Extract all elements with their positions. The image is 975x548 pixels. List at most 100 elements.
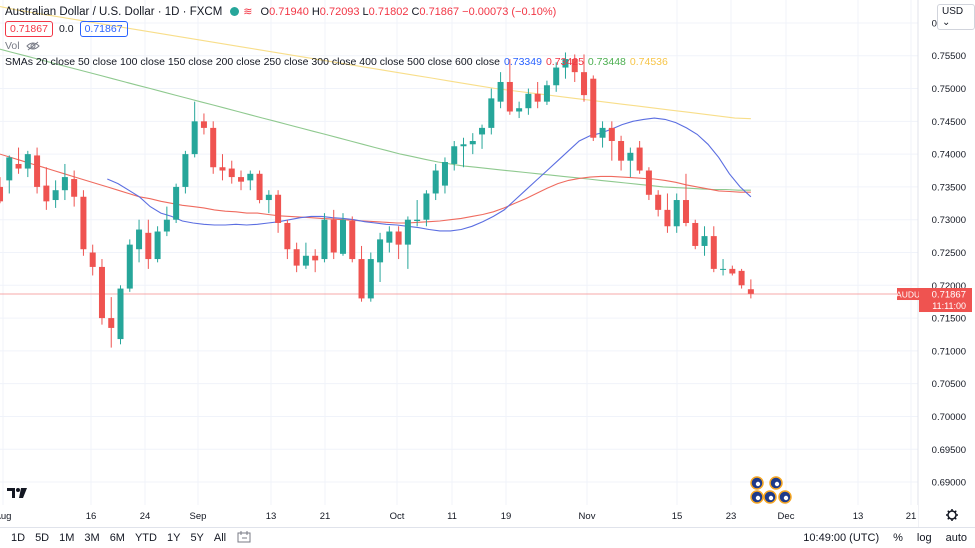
timeframe-all[interactable]: All [213,532,227,544]
candle[interactable] [488,88,495,135]
timeframe-5d[interactable]: 5D [35,532,50,544]
candle[interactable] [0,177,3,204]
settings-gear-icon[interactable] [946,509,958,521]
candle[interactable] [163,206,170,237]
candle[interactable] [692,219,699,250]
candle[interactable] [349,216,356,263]
candle[interactable] [89,244,96,276]
candle[interactable] [15,147,22,174]
candle[interactable] [52,180,59,208]
candle[interactable] [228,160,235,184]
timeframe-3m[interactable]: 3M [84,532,100,544]
candle[interactable] [43,167,50,210]
timeframe-ytd[interactable]: YTD [134,532,157,544]
candle[interactable] [145,219,152,269]
timeframe-6m[interactable]: 6M [109,532,125,544]
candle[interactable] [664,193,671,233]
timeframe-1d[interactable]: 1D [11,532,26,544]
candle[interactable] [117,285,124,345]
candle[interactable] [200,113,207,135]
candle[interactable] [339,213,346,256]
candle[interactable] [543,80,550,105]
candle[interactable] [265,190,272,214]
candle[interactable] [321,213,328,263]
candle[interactable] [506,59,513,115]
candle[interactable] [312,249,319,273]
utc-clock[interactable]: 10:49:00 (UTC) [803,532,880,544]
candle[interactable] [377,232,384,283]
candle[interactable] [108,297,115,348]
candle[interactable] [219,154,226,181]
candle[interactable] [645,167,652,201]
sma-50-line[interactable] [0,153,751,224]
candle[interactable] [599,121,606,148]
candle[interactable] [330,209,337,260]
tradingview-logo-icon[interactable] [6,486,28,503]
event-flag-icon[interactable] [769,476,783,490]
candle[interactable] [497,72,504,109]
candle[interactable] [61,163,68,201]
candle[interactable] [80,190,87,256]
symbol-title[interactable]: Australian Dollar / U.S. Dollar · 1D · F… [5,5,223,18]
candle[interactable] [618,135,625,171]
candle[interactable] [608,121,615,161]
candle[interactable] [386,226,393,253]
sma-100-line[interactable] [0,48,751,191]
candle[interactable] [358,245,365,302]
candle[interactable] [516,101,523,119]
volume-label[interactable]: Vol [5,40,20,52]
candle[interactable] [284,219,291,260]
log-scale-toggle[interactable]: log [916,532,932,544]
percent-scale-toggle[interactable]: % [893,532,903,544]
candle[interactable] [581,54,588,102]
candle[interactable] [562,52,569,79]
event-flag-icon[interactable] [750,476,764,490]
candle[interactable] [34,147,41,194]
candle[interactable] [302,242,309,269]
candle[interactable] [24,150,31,178]
candle[interactable] [534,81,541,109]
candle[interactable] [720,259,727,276]
candle[interactable] [98,259,105,325]
candle[interactable] [432,163,439,201]
timeframe-1m[interactable]: 1M [59,532,75,544]
sma-20-line[interactable] [107,117,752,232]
timeframe-5y[interactable]: 5Y [190,532,204,544]
compare-wave-icon[interactable]: ≋ [243,6,253,18]
candle[interactable] [191,101,198,158]
hidden-eye-icon[interactable] [25,41,40,51]
candle[interactable] [404,216,411,269]
candle[interactable] [275,190,282,233]
candle[interactable] [451,141,458,171]
timeframe-1y[interactable]: 1Y [166,532,181,544]
candle[interactable] [590,75,597,142]
market-status-icon[interactable] [230,7,240,16]
candle[interactable] [469,133,476,155]
candle[interactable] [627,147,634,178]
candle[interactable] [525,88,532,115]
candle[interactable] [293,242,300,273]
candle[interactable] [6,155,13,194]
event-flag-icon[interactable] [778,490,792,504]
candle[interactable] [673,193,680,233]
candle[interactable] [729,265,736,276]
candle[interactable] [173,183,180,223]
event-flag-icon[interactable] [763,490,777,504]
candle[interactable] [126,239,133,292]
candle[interactable] [747,279,754,299]
candle[interactable] [571,54,578,82]
candle[interactable] [210,121,217,174]
sma-150-line[interactable] [0,6,751,120]
candle[interactable] [136,219,143,263]
candle[interactable] [367,252,374,302]
candle[interactable] [460,137,467,168]
auto-scale-toggle[interactable]: auto [945,532,967,544]
candle[interactable] [238,170,245,191]
candle[interactable] [636,141,643,174]
candle[interactable] [441,157,448,194]
candle[interactable] [71,170,78,207]
date-range-icon[interactable] [237,530,251,546]
